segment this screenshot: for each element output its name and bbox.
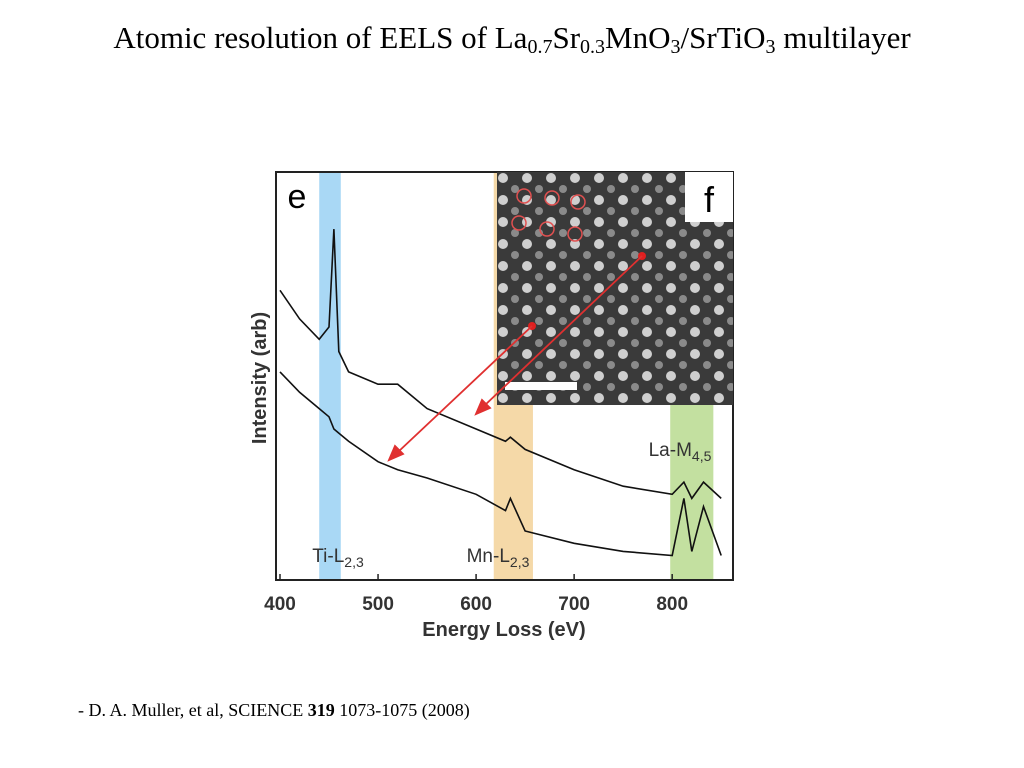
band-label-text: Ti-L [312,546,344,567]
band-label: Mn-L2,3 [467,546,530,570]
title-subscript: 0.7 [527,36,552,58]
title-subscript: 3 [670,36,680,58]
title-text: multilayer [776,20,912,55]
x-tick-label: 700 [558,594,590,615]
panel-label: e [288,178,307,216]
slide-title: Atomic resolution of EELS of La0.7Sr0.3M… [113,20,911,58]
title-text: /SrTiO [680,20,765,55]
title-text: Atomic resolution of EELS of La [113,20,527,55]
inset-image: f [387,172,733,462]
title-subscript: 3 [766,36,776,58]
citation-pages: 1073-1075 (2008) [339,700,469,721]
title-subscript: 0.3 [580,36,605,58]
title-text: MnO [605,20,670,55]
band-label: La-M4,5 [649,440,712,464]
x-tick-label: 500 [362,594,394,615]
citation-volume: 319 [308,700,335,720]
band-label: Ti-L2,3 [312,546,364,570]
title-text: Sr [552,20,580,55]
x-axis-label: Energy Loss (eV) [422,619,585,641]
atom-markers [511,188,586,242]
x-tick-label: 800 [656,594,688,615]
band-label-sub: 4,5 [692,448,712,464]
band-label-text: Mn-L [467,546,510,567]
inset-label: f [704,179,715,220]
inset-label-box [685,172,733,222]
scale-bar [505,382,577,390]
citation-author: - D. A. Muller, et al, SCIENCE [78,700,303,720]
spectrum-line [279,371,722,557]
citation: - D. A. Muller, et al, SCIENCE 319 1073-… [78,700,470,721]
band-label-sub: 2,3 [510,554,530,570]
y-axis-label: Intensity (arb) [249,312,271,444]
x-tick-label: 600 [460,594,492,615]
x-tick-label: 400 [264,594,296,615]
edge-band [319,172,341,580]
arrows [387,255,643,462]
band-label-sub: 2,3 [344,554,364,570]
band-label-text: La-M [649,440,692,461]
spectrum-line [279,229,722,500]
